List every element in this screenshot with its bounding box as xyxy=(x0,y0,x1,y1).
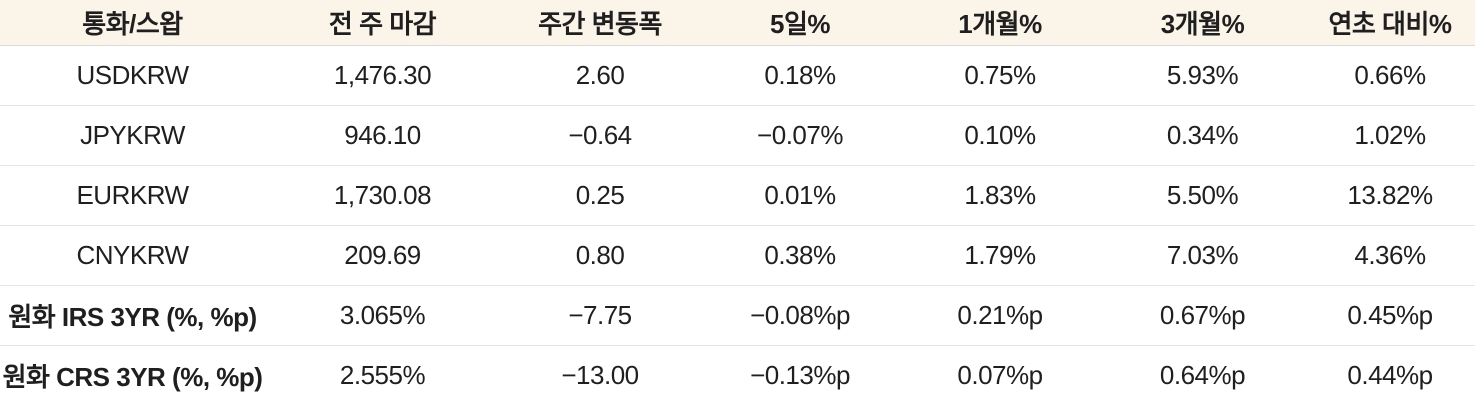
cell-value: 0.67%p xyxy=(1100,285,1305,346)
cell-value: 5.93% xyxy=(1100,45,1305,106)
cell-value: −0.08%p xyxy=(700,285,900,346)
cell-value: 0.01% xyxy=(700,165,900,226)
row-label: EURKRW xyxy=(0,165,265,226)
table-row-eurkrw: EURKRW 1,730.08 0.25 0.01% 1.83% 5.50% 1… xyxy=(0,165,1475,226)
table-row-krw-irs-3yr: 원화 IRS 3YR (%, %p) 3.065% −7.75 −0.08%p … xyxy=(0,285,1475,346)
cell-value: −7.75 xyxy=(500,285,700,346)
column-header-prev-week-close: 전 주 마감 xyxy=(265,0,500,46)
cell-value: −0.13%p xyxy=(700,345,900,406)
cell-value: 0.75% xyxy=(900,45,1100,106)
column-header-currency-swap: 통화/스왑 xyxy=(0,0,265,46)
cell-value: 1.02% xyxy=(1305,105,1475,166)
cell-value: 1.79% xyxy=(900,225,1100,286)
table-row-usdkrw: USDKRW 1,476.30 2.60 0.18% 0.75% 5.93% 0… xyxy=(0,45,1475,106)
cell-value: −13.00 xyxy=(500,345,700,406)
cell-value: 13.82% xyxy=(1305,165,1475,226)
table-row-cnykrw: CNYKRW 209.69 0.80 0.38% 1.79% 7.03% 4.3… xyxy=(0,225,1475,286)
row-label: JPYKRW xyxy=(0,105,265,166)
column-header-weekly-range: 주간 변동폭 xyxy=(500,0,700,46)
row-label: CNYKRW xyxy=(0,225,265,286)
cell-value: −0.64 xyxy=(500,105,700,166)
cell-value: 1.83% xyxy=(900,165,1100,226)
cell-value: 0.45%p xyxy=(1305,285,1475,346)
cell-value: 1,730.08 xyxy=(265,165,500,226)
row-label: USDKRW xyxy=(0,45,265,106)
cell-value: −0.07% xyxy=(700,105,900,166)
header-row: 통화/스왑 전 주 마감 주간 변동폭 5일% 1개월% 3개월% 연초 대비% xyxy=(0,0,1475,46)
cell-value: 946.10 xyxy=(265,105,500,166)
cell-value: 0.07%p xyxy=(900,345,1100,406)
cell-value: 0.38% xyxy=(700,225,900,286)
cell-value: 0.21%p xyxy=(900,285,1100,346)
cell-value: 209.69 xyxy=(265,225,500,286)
row-label: 원화 IRS 3YR (%, %p) xyxy=(0,285,265,346)
cell-value: 0.18% xyxy=(700,45,900,106)
cell-value: 3.065% xyxy=(265,285,500,346)
cell-value: 0.80 xyxy=(500,225,700,286)
cell-value: 0.66% xyxy=(1305,45,1475,106)
cell-value: 7.03% xyxy=(1100,225,1305,286)
cell-value: 0.34% xyxy=(1100,105,1305,166)
cell-value: 2.60 xyxy=(500,45,700,106)
column-header-3month-pct: 3개월% xyxy=(1100,0,1305,46)
table-row-jpykrw: JPYKRW 946.10 −0.64 −0.07% 0.10% 0.34% 1… xyxy=(0,105,1475,166)
cell-value: 0.64%p xyxy=(1100,345,1305,406)
cell-value: 2.555% xyxy=(265,345,500,406)
column-header-ytd-pct: 연초 대비% xyxy=(1305,0,1475,46)
column-header-5day-pct: 5일% xyxy=(700,0,900,46)
column-header-1month-pct: 1개월% xyxy=(900,0,1100,46)
cell-value: 5.50% xyxy=(1100,165,1305,226)
row-label: 원화 CRS 3YR (%, %p) xyxy=(0,345,265,406)
cell-value: 1,476.30 xyxy=(265,45,500,106)
table-row-krw-crs-3yr: 원화 CRS 3YR (%, %p) 2.555% −13.00 −0.13%p… xyxy=(0,345,1475,406)
cell-value: 0.44%p xyxy=(1305,345,1475,406)
cell-value: 0.25 xyxy=(500,165,700,226)
cell-value: 4.36% xyxy=(1305,225,1475,286)
cell-value: 0.10% xyxy=(900,105,1100,166)
